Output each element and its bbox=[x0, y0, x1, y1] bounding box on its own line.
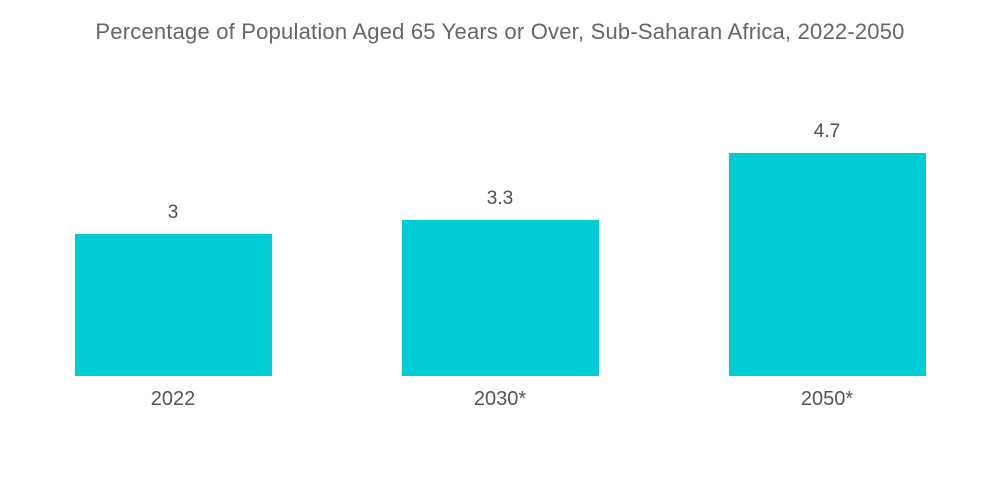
bar-value-label: 3.3 bbox=[486, 188, 514, 209]
bar-value-label: 4.7 bbox=[813, 121, 841, 142]
bar-category-label: 2030* bbox=[473, 388, 527, 410]
bar-group: 3 2022 bbox=[74, 201, 272, 411]
chart-title: Percentage of Population Aged 65 Years o… bbox=[95, 19, 905, 44]
bar-group: 3.3 2030* bbox=[401, 187, 599, 411]
bar bbox=[74, 234, 272, 376]
bar bbox=[401, 220, 599, 376]
bar-chart: 3 2022 3.3 2030* 4.7 2050* bbox=[0, 109, 1000, 411]
bar-value-label: 3 bbox=[167, 202, 179, 223]
bar-category-label: 2022 bbox=[150, 388, 196, 410]
bar-category-label: 2050* bbox=[800, 388, 854, 410]
bar-group: 4.7 2050* bbox=[728, 120, 926, 411]
bar bbox=[728, 153, 926, 376]
